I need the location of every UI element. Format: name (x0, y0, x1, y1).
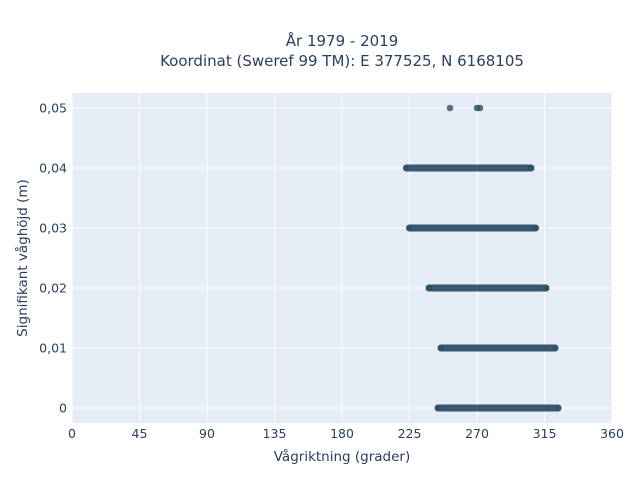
x-tick-label: 270 (465, 426, 489, 441)
y-tick-label: 0,03 (39, 221, 67, 236)
data-point (434, 404, 442, 412)
x-tick-label: 180 (330, 426, 354, 441)
y-axis-title: Signifikant våghöjd (m) (14, 179, 31, 337)
y-tick-label: 0,01 (39, 341, 67, 356)
x-tick-label: 135 (263, 426, 287, 441)
x-tick-label: 315 (533, 426, 557, 441)
chart-title-line-2: Koordinat (Sweref 99 TM): E 377525, N 61… (160, 52, 524, 70)
data-point (554, 404, 562, 412)
y-tick-label: 0,04 (39, 161, 67, 176)
x-tick-label: 225 (398, 426, 422, 441)
data-point (527, 164, 535, 172)
data-point (403, 164, 410, 172)
y-tick-label: 0,05 (39, 101, 67, 116)
y-axis-ticks: 0 0,01 0,02 0,03 0,04 0,05 (39, 101, 67, 416)
x-axis-ticks: 0 45 90 135 180 225 270 315 360 (68, 426, 624, 441)
data-point (532, 224, 539, 232)
data-point (446, 104, 454, 112)
data-point (437, 344, 445, 352)
y-tick-label: 0 (59, 401, 67, 416)
x-tick-label: 45 (132, 426, 148, 441)
x-tick-label: 90 (199, 426, 215, 441)
y-tick-label: 0,02 (39, 281, 67, 296)
data-point (406, 224, 413, 232)
x-axis-title: Vågriktning (grader) (274, 448, 411, 465)
x-tick-label: 360 (600, 426, 624, 441)
x-tick-label: 0 (68, 426, 76, 441)
data-point (425, 284, 433, 292)
data-points (403, 104, 562, 412)
chart-title-line-1: År 1979 - 2019 (286, 31, 399, 50)
data-point (551, 344, 559, 352)
data-point (542, 284, 550, 292)
data-point (476, 104, 484, 112)
